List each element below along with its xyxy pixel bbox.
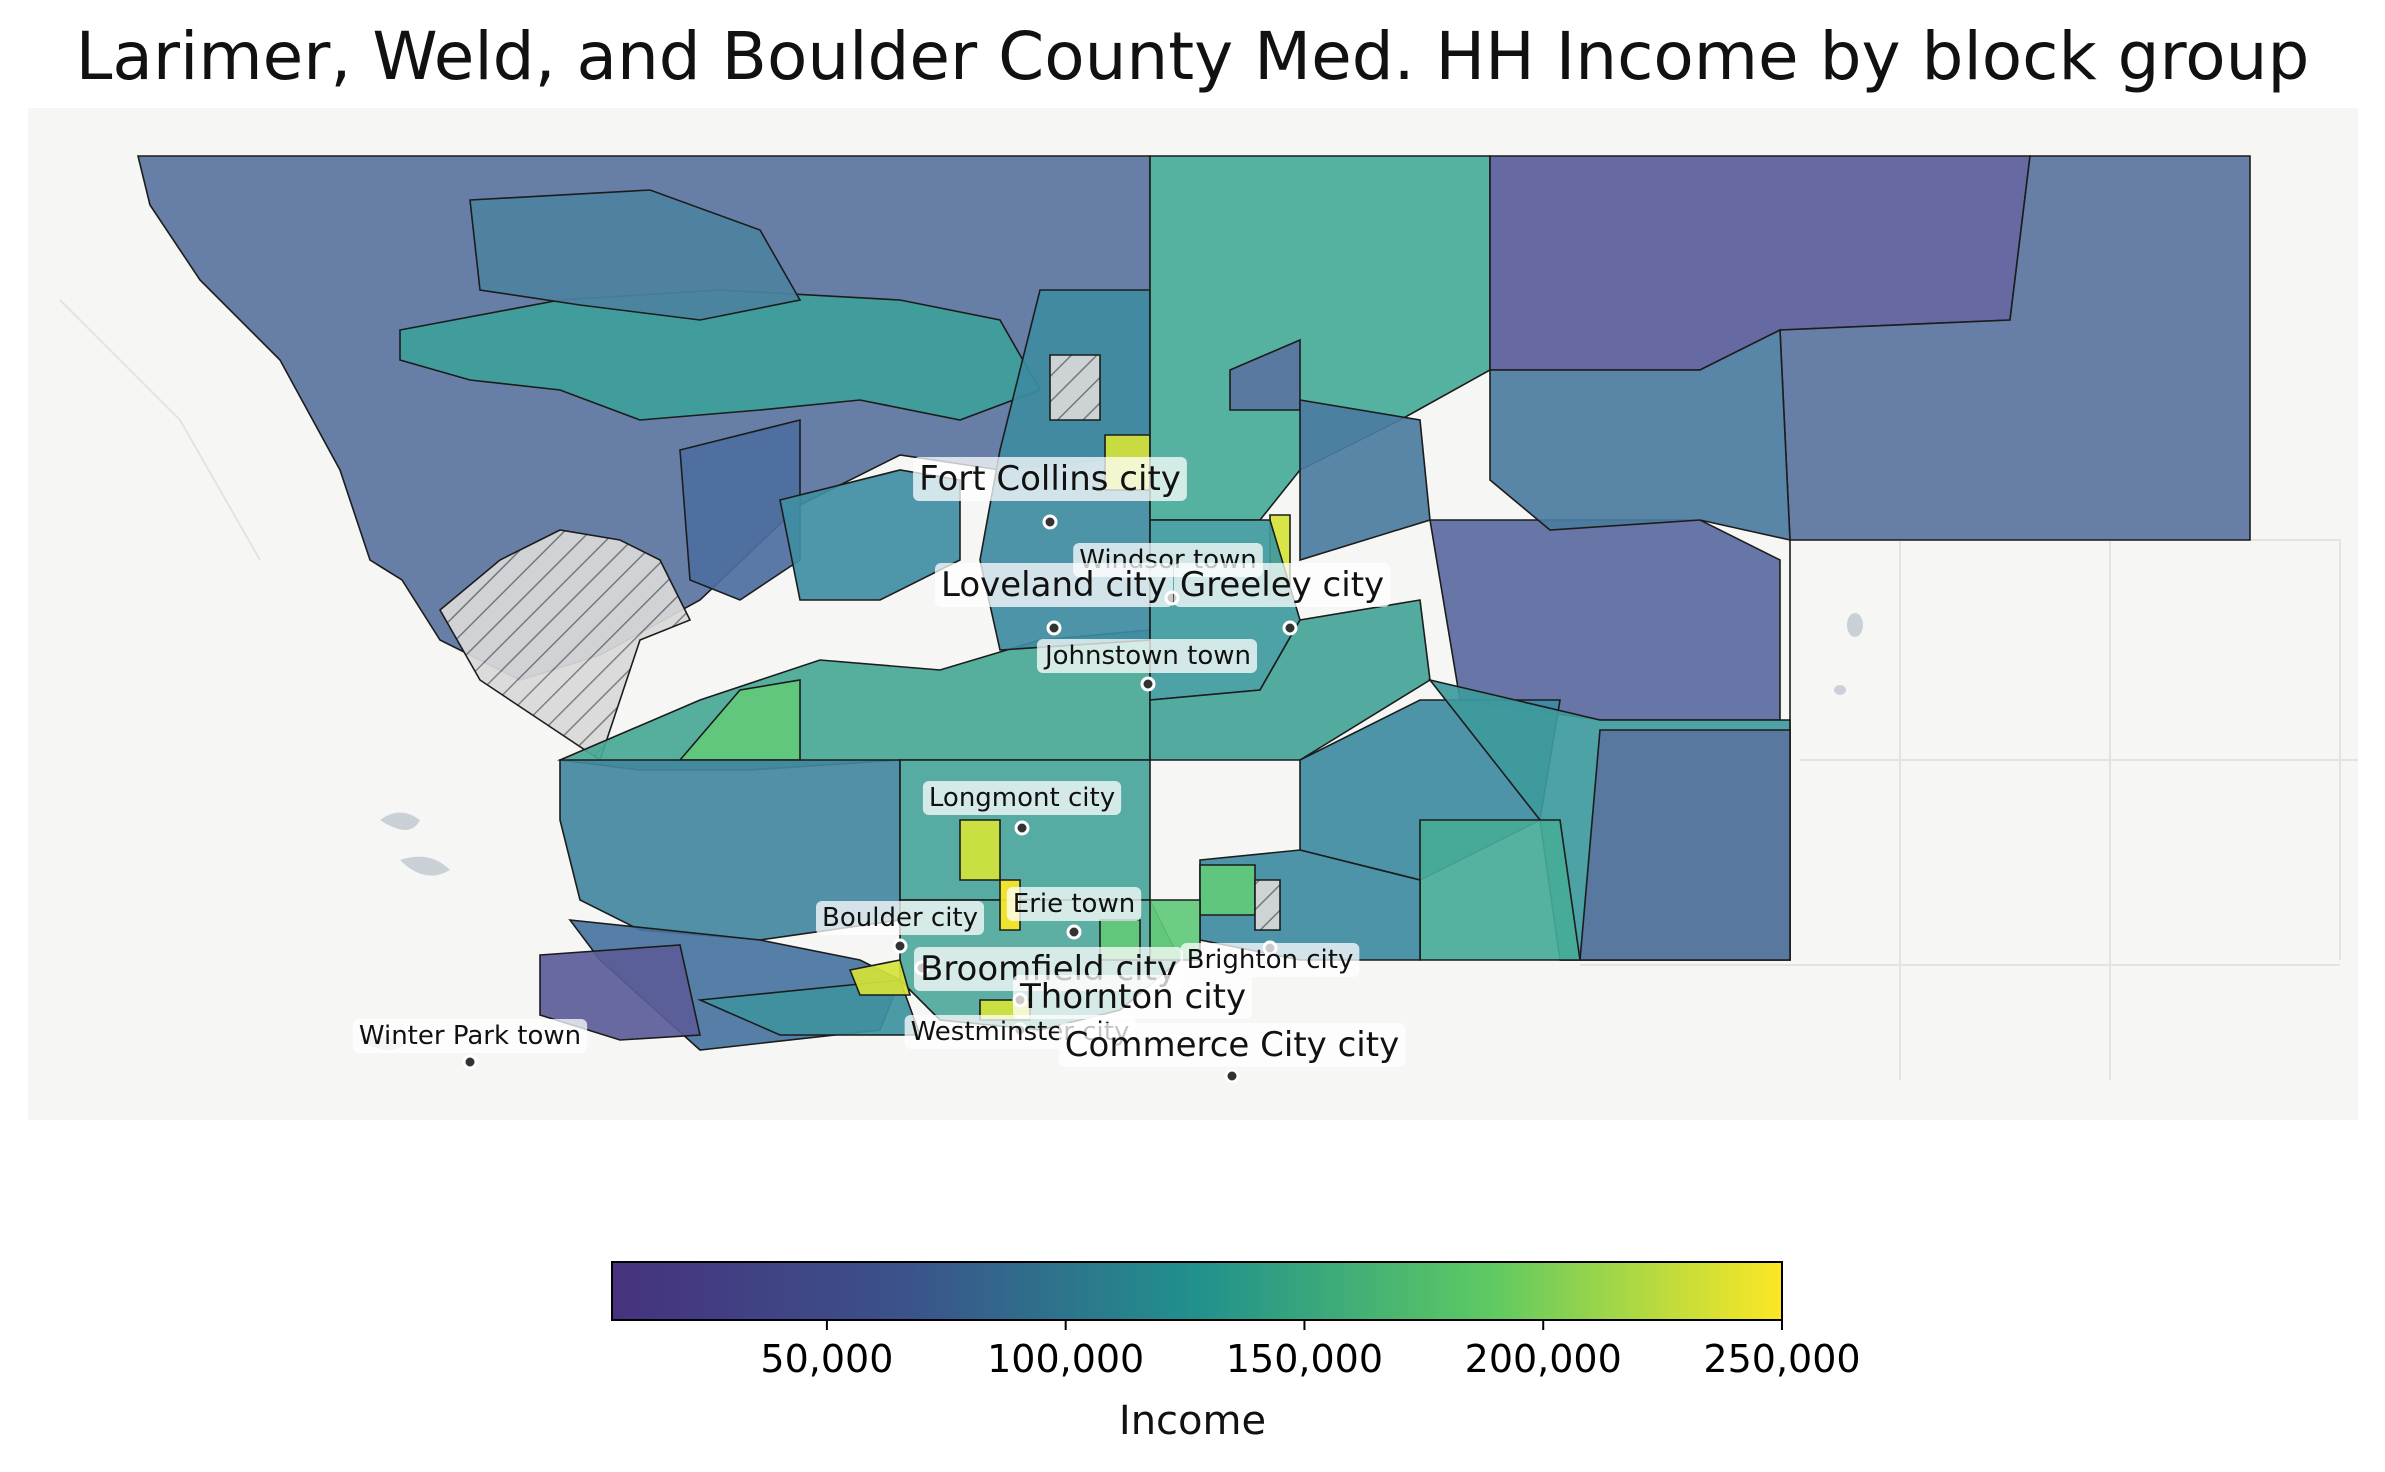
city-label: Fort Collins city [919,459,1181,499]
colorbar-tick-label: 250,000 [1703,1337,1860,1381]
city-label-background [1173,563,1391,607]
city-label-background [1036,639,1258,673]
city-label: Loveland city [941,565,1167,605]
city-label-background [935,563,1173,607]
block-groups [136,155,2251,1051]
city-label: Brighton city [1187,945,1354,975]
colorbar-label: Income [1118,1398,1267,1444]
city-label: Boulder city [822,903,978,933]
city-label-background [352,1019,588,1053]
city-marker-group: Loveland city [935,563,1173,636]
city-marker-group: Longmont city [922,781,1122,836]
city-dot [1224,1068,1240,1084]
city-label: Greeley city [1180,565,1384,605]
city-label-background [922,781,1122,815]
city-marker-group: Thornton city [1012,975,1253,1019]
city-dot [1140,676,1156,692]
city-label: Winter Park town [359,1021,581,1051]
city-label: Thornton city [1019,977,1246,1017]
city-label-background [1013,975,1253,1019]
colorbar-tick-label: 200,000 [1465,1337,1622,1381]
city-label-background [1180,943,1360,977]
city-marker-group: Greeley city [1173,563,1391,636]
city-label: Commerce City city [1065,1025,1399,1065]
city-marker-group: Johnstown town [1036,639,1258,692]
city-label-background [816,901,984,935]
map-title: Larimer, Weld, and Boulder County Med. H… [75,18,2310,95]
city-dot [462,1054,478,1070]
city-dot [1066,924,1082,940]
city-marker-group: Brighton city [1180,940,1360,977]
city-dot [1042,514,1058,530]
city-marker-group: Erie town [1006,887,1142,940]
city-dot [1046,620,1062,636]
city-label: Johnstown town [1043,641,1251,671]
city-label-background [1058,1023,1406,1067]
city-label: Longmont city [929,783,1115,813]
city-label: Erie town [1013,889,1135,919]
colorbar-ticks: 50,000 100,000 150,000 200,000 250,000 [760,1320,1861,1381]
city-dot [892,938,908,954]
city-label-background [1006,887,1142,921]
colorbar [611,1261,1783,1321]
city-marker-group: Fort Collins city [913,457,1187,530]
colorbar-tick-label: 150,000 [1226,1337,1383,1381]
city-dot [1014,820,1030,836]
city-marker-group: Commerce City city [1058,1023,1406,1084]
city-marker-group: Winter Park town [352,1019,588,1070]
city-dot [1282,620,1298,636]
colorbar-tick-label: 50,000 [760,1337,893,1381]
city-marker-group: Boulder city [816,901,984,954]
city-label-background [913,457,1187,501]
colorbar-tick-label: 100,000 [987,1337,1144,1381]
